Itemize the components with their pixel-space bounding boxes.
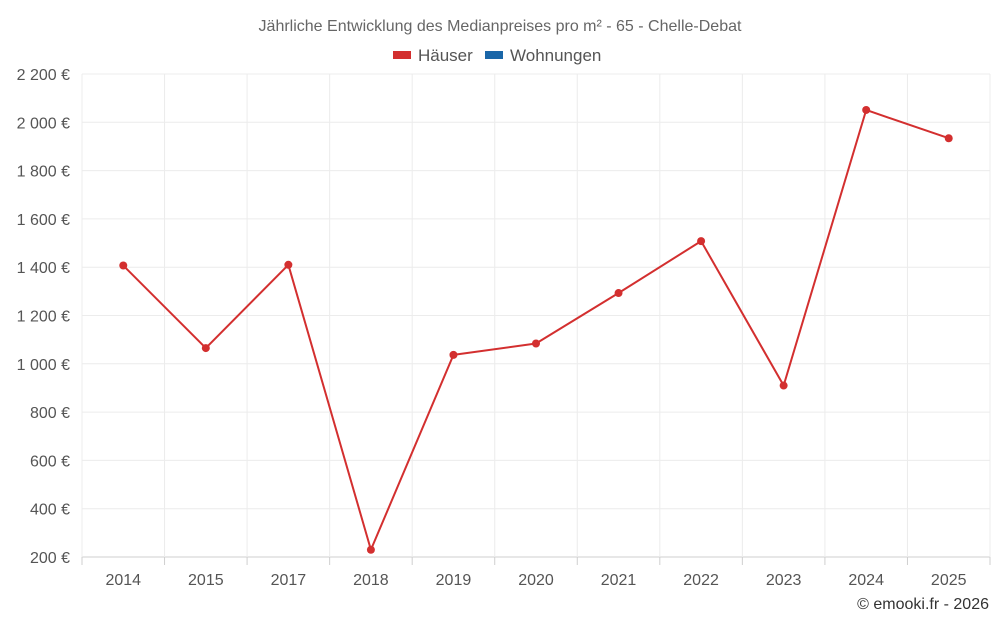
data-point[interactable] — [201, 344, 210, 353]
data-point[interactable] — [944, 134, 953, 143]
y-axis: 200 € 400 € 600 € 800 € 1 000 € 1 200 € 1 400 … — [17, 67, 70, 567]
legend: Häuser Wohnungen — [393, 46, 601, 65]
data-point[interactable] — [119, 261, 128, 270]
y-tick-label: 400 € — [30, 502, 70, 519]
legend-label-wohnungen: Wohnungen — [510, 46, 601, 65]
x-tick-label: 2015 — [188, 572, 224, 589]
y-tick-label: 1 000 € — [17, 357, 70, 374]
credit-text: © emooki.fr - 2026 — [857, 596, 989, 613]
legend-label-haeuser: Häuser — [418, 46, 473, 65]
y-tick-label: 1 200 € — [17, 309, 70, 326]
x-tick-label: 2024 — [848, 572, 884, 589]
data-point[interactable] — [862, 105, 871, 114]
x-axis: 2014 2015 2017 2018 2019 2020 2021 2022 2023 2024… — [81, 557, 991, 589]
data-point[interactable] — [697, 237, 706, 246]
x-tick-label: 2014 — [105, 572, 141, 589]
grid — [81, 73, 991, 558]
legend-item-wohnungen[interactable]: Wohnungen — [485, 46, 601, 65]
series-haeuser — [119, 105, 953, 554]
x-tick-label: 2017 — [271, 572, 307, 589]
data-point[interactable] — [366, 545, 375, 554]
y-tick-label: 2 200 € — [17, 67, 70, 84]
legend-item-haeuser[interactable]: Häuser — [393, 46, 473, 65]
data-point[interactable] — [532, 339, 540, 348]
chart-title: Jährliche Entwicklung des Medianpreises … — [259, 18, 742, 35]
y-tick-label: 2 000 € — [17, 115, 70, 132]
x-tick-label: 2021 — [601, 572, 637, 589]
x-tick-label: 2018 — [353, 572, 389, 589]
x-tick-label: 2025 — [931, 572, 967, 589]
x-tick-label: 2022 — [683, 572, 719, 589]
x-tick-label: 2019 — [436, 572, 472, 589]
x-tick-label: 2023 — [766, 572, 802, 589]
data-point[interactable] — [449, 350, 458, 359]
y-tick-label: 1 400 € — [17, 260, 70, 277]
legend-swatch-haeuser — [393, 51, 411, 59]
y-tick-label: 200 € — [30, 550, 70, 567]
data-point[interactable] — [614, 289, 623, 298]
y-tick-label: 1 600 € — [17, 212, 70, 229]
y-tick-label: 800 € — [30, 405, 70, 422]
y-tick-label: 1 800 € — [17, 164, 70, 181]
legend-swatch-wohnungen — [485, 51, 503, 59]
y-tick-label: 600 € — [30, 453, 70, 470]
data-point[interactable] — [779, 381, 788, 390]
data-point[interactable] — [284, 260, 293, 269]
x-tick-label: 2020 — [518, 572, 554, 589]
